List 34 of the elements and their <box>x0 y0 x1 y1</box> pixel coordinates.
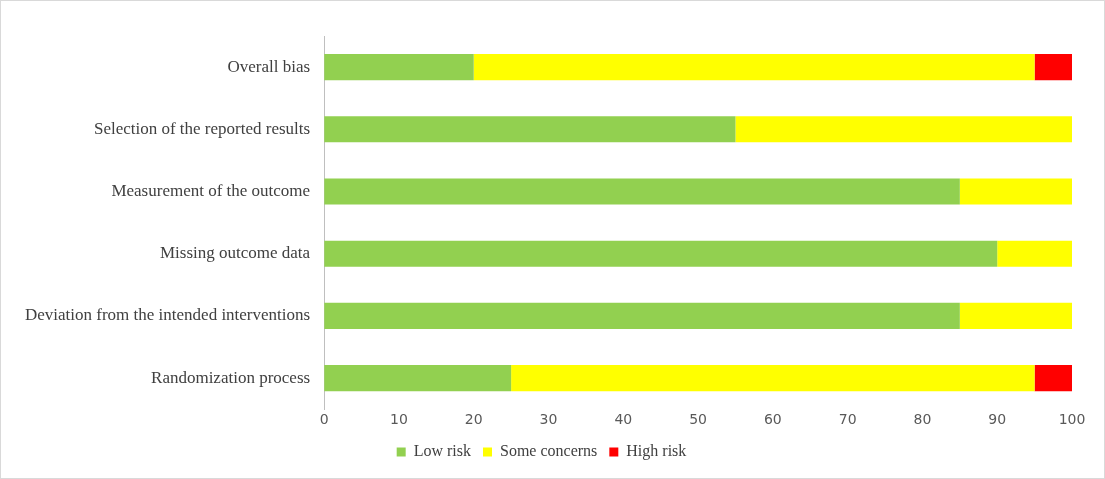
y-tick-label: Selection of the reported results <box>93 118 311 138</box>
bar <box>511 365 1035 392</box>
bar <box>324 54 474 81</box>
bar <box>959 178 1072 205</box>
x-tick-label: 10 <box>390 411 408 428</box>
x-tick-label: 60 <box>763 411 782 428</box>
bar <box>324 116 736 143</box>
x-tick-label: 90 <box>988 411 1007 428</box>
x-tick-label: 20 <box>464 411 483 428</box>
y-tick-label: Deviation from the intended interventions <box>24 305 311 325</box>
bar <box>324 240 998 267</box>
bar <box>473 54 1035 81</box>
bar <box>997 240 1072 267</box>
bar <box>324 302 960 329</box>
bar <box>324 365 512 392</box>
bar <box>1034 54 1072 81</box>
legend-label: Low risk <box>413 442 472 460</box>
bar <box>324 178 960 205</box>
legend-label: High risk <box>626 442 687 461</box>
x-tick-label: 40 <box>614 411 633 428</box>
y-tick-label: Randomization process <box>151 367 311 387</box>
x-tick-label: 30 <box>539 411 558 428</box>
y-tick-label: Overall bias <box>227 56 311 76</box>
bar <box>1034 365 1072 392</box>
x-tick-label: 0 <box>319 411 329 428</box>
x-tick-label: 70 <box>838 411 857 428</box>
bar <box>735 116 1072 143</box>
y-tick-label: Missing outcome data <box>159 243 311 263</box>
x-tick-label: 50 <box>689 411 707 428</box>
bar <box>959 302 1072 329</box>
x-tick-label: 80 <box>913 411 932 428</box>
y-tick-label: Measurement of the outcome <box>111 180 311 200</box>
x-tick-label: 100 <box>1058 411 1086 428</box>
legend-label: Some concerns <box>500 442 598 460</box>
